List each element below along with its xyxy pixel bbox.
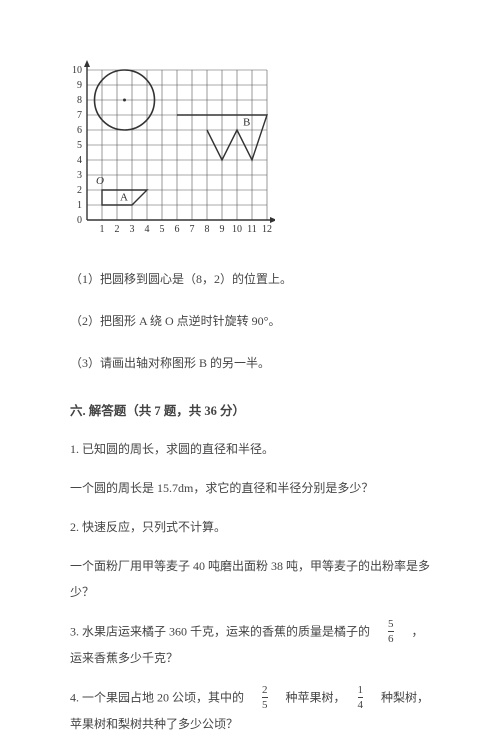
svg-text:2: 2 bbox=[115, 224, 120, 235]
svg-text:4: 4 bbox=[77, 155, 82, 166]
svg-text:9: 9 bbox=[220, 224, 225, 235]
svg-text:9: 9 bbox=[77, 80, 82, 91]
problem-2: （2）把图形 A 绕 O 点逆时针旋转 90°。 bbox=[70, 312, 430, 330]
q4-f1-numerator: 2 bbox=[262, 684, 268, 696]
problem-1: （1）把圆移到圆心是（8，2）的位置上。 bbox=[70, 270, 430, 288]
svg-text:5: 5 bbox=[160, 224, 165, 235]
q4-f2-bar bbox=[358, 697, 364, 698]
svg-text:12: 12 bbox=[262, 224, 272, 235]
q3-pre: 3. 水果店运来橘子 360 千克，运来的香蕉的质量是橘子的 bbox=[70, 624, 382, 638]
section-6-title: 六. 解答题（共 7 题，共 36 分） bbox=[70, 402, 430, 421]
svg-text:3: 3 bbox=[130, 224, 135, 235]
q3-denominator: 6 bbox=[388, 633, 394, 645]
svg-text:O: O bbox=[96, 175, 104, 187]
svg-text:7: 7 bbox=[190, 224, 195, 235]
svg-text:7: 7 bbox=[77, 110, 82, 121]
svg-text:B: B bbox=[243, 117, 250, 129]
q3-fraction: 5 6 bbox=[388, 618, 394, 645]
question-4: 4. 一个果园占地 20 公顷，其中的 2 5 种苹果树， 1 4 种梨树，苹果… bbox=[70, 685, 430, 737]
q4-mid: 种苹果树， bbox=[274, 690, 352, 704]
q4-f1-bar bbox=[262, 697, 268, 698]
svg-text:1: 1 bbox=[77, 200, 82, 211]
question-2-line2: 一个面粉厂用甲等麦子 40 吨磨出面粉 38 吨，甲等麦子的出粉率是多少？ bbox=[70, 554, 430, 604]
svg-text:6: 6 bbox=[77, 125, 82, 136]
question-3: 3. 水果店运来橘子 360 千克，运来的香蕉的质量是橘子的 5 6 ，运来香蕉… bbox=[70, 619, 430, 671]
question-2-line1: 2. 快速反应，只列式不计算。 bbox=[70, 515, 430, 540]
q4-f1-denominator: 5 bbox=[262, 699, 268, 711]
svg-text:A: A bbox=[120, 192, 128, 204]
svg-text:8: 8 bbox=[77, 95, 82, 106]
svg-text:11: 11 bbox=[247, 224, 257, 235]
svg-text:4: 4 bbox=[145, 224, 150, 235]
svg-text:3: 3 bbox=[77, 170, 82, 181]
question-1-line1: 1. 已知圆的周长，求圆的直径和半径。 bbox=[70, 437, 430, 462]
grid-svg: 012345678910123456789101112AOB bbox=[65, 60, 275, 240]
svg-text:1: 1 bbox=[100, 224, 105, 235]
svg-text:5: 5 bbox=[77, 140, 82, 151]
q4-pre: 4. 一个果园占地 20 公顷，其中的 bbox=[70, 690, 256, 704]
svg-text:0: 0 bbox=[77, 215, 82, 226]
grid-chart: 012345678910123456789101112AOB bbox=[65, 60, 430, 245]
q3-numerator: 5 bbox=[388, 618, 394, 630]
svg-text:10: 10 bbox=[232, 224, 242, 235]
svg-text:2: 2 bbox=[77, 185, 82, 196]
q4-f2-numerator: 1 bbox=[358, 684, 364, 696]
svg-text:6: 6 bbox=[175, 224, 180, 235]
question-1-line2: 一个圆的周长是 15.7dm，求它的直径和半径分别是多少？ bbox=[70, 476, 430, 501]
svg-text:10: 10 bbox=[72, 65, 82, 76]
q4-f2-denominator: 4 bbox=[358, 699, 364, 711]
problem-3: （3）请画出轴对称图形 B 的另一半。 bbox=[70, 354, 430, 372]
q3-fraction-bar bbox=[388, 631, 394, 632]
svg-text:8: 8 bbox=[205, 224, 210, 235]
